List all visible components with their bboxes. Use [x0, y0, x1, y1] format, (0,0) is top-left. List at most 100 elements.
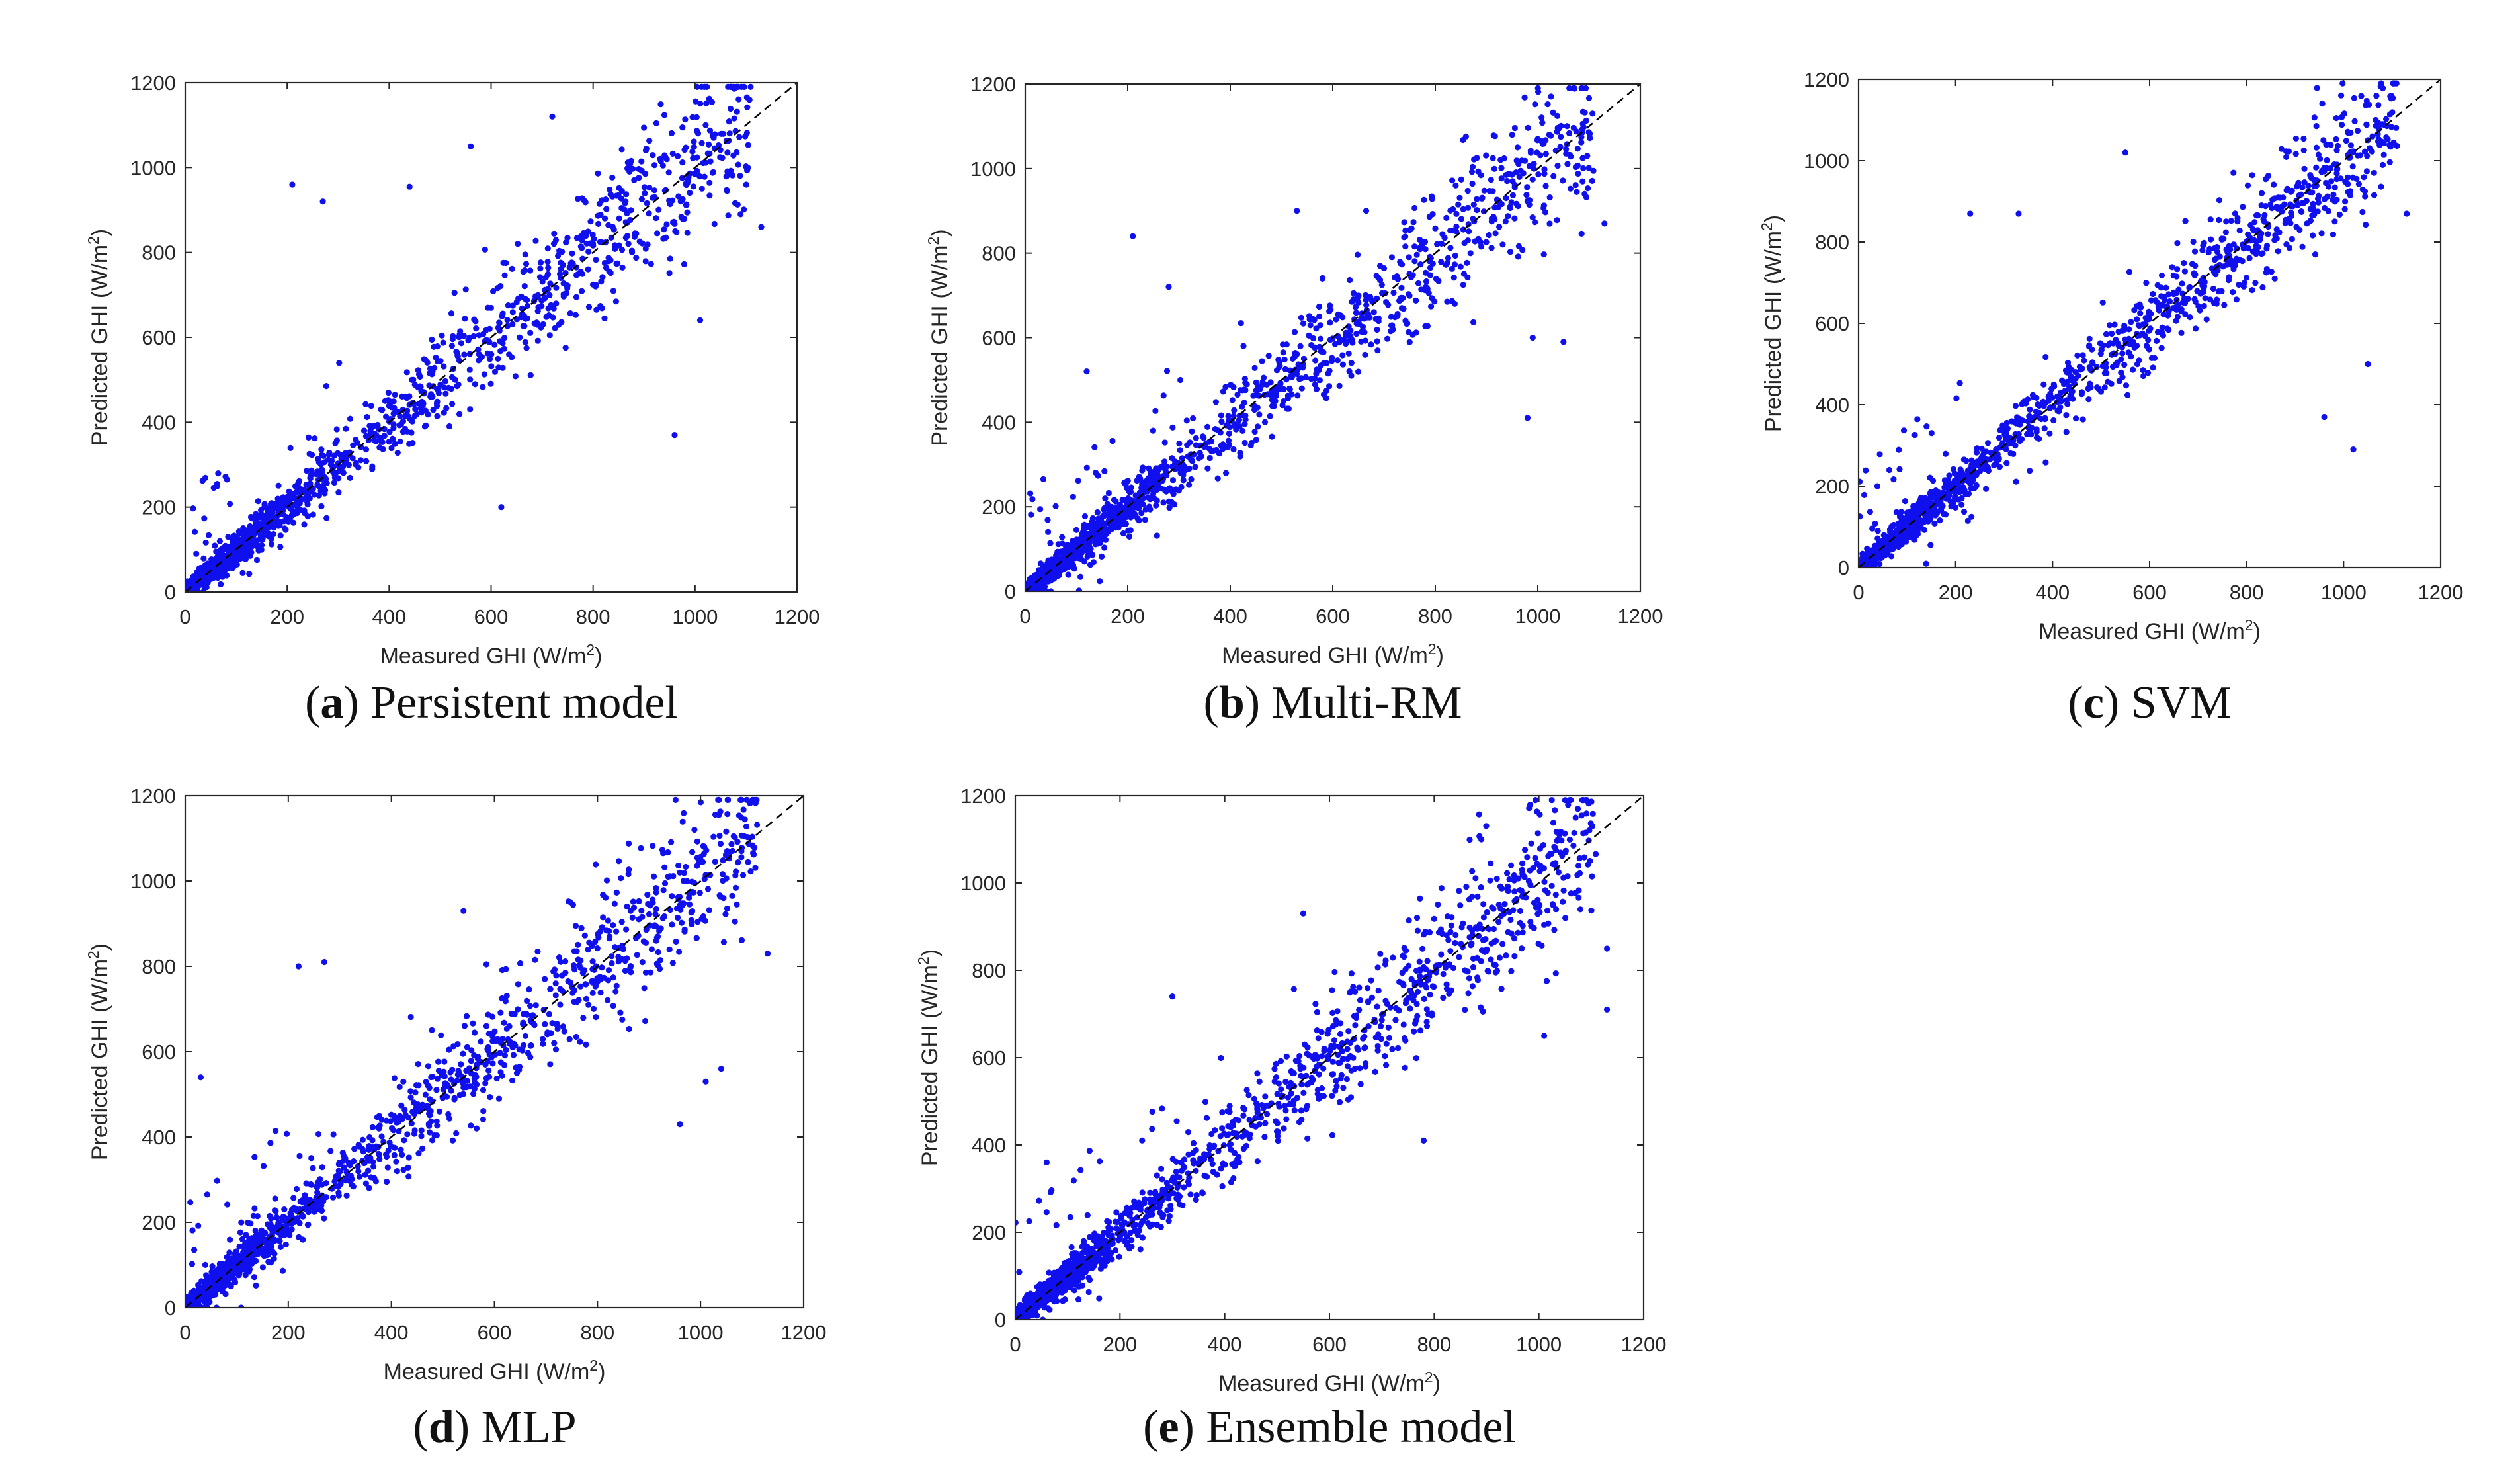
scatter-point [1318, 335, 1324, 342]
scatter-point [494, 285, 501, 292]
scatter-point [1261, 419, 1269, 425]
scatter-point [1062, 558, 1068, 566]
scatter-point [1942, 450, 1949, 457]
scatter-point [2165, 327, 2172, 333]
scatter-point [2390, 80, 2397, 87]
scatter-point [2259, 250, 2266, 257]
scatter-point [400, 1078, 407, 1085]
scatter-point [1197, 450, 1203, 456]
scatter-point [1189, 458, 1196, 464]
scatter-point [1513, 169, 1519, 176]
scatter-point-outlier [1294, 208, 1300, 214]
scatter-point [2361, 174, 2367, 181]
scatter-point [675, 862, 682, 869]
scatter-point [653, 120, 659, 126]
scatter-point [672, 228, 679, 235]
scatter-point [1513, 200, 1520, 207]
scatter-point [2307, 218, 2314, 224]
scatter-point [1475, 235, 1482, 242]
y-tick-label: 600 [142, 326, 176, 349]
scatter-point [1302, 374, 1309, 381]
scatter-point [2283, 216, 2289, 223]
scatter-point [587, 218, 594, 225]
scatter-point [2181, 295, 2188, 302]
scatter-point [679, 159, 686, 166]
scatter-point [661, 864, 668, 870]
scatter-point [1453, 223, 1460, 230]
scatter-point [691, 171, 698, 177]
scatter-point [1491, 165, 1497, 172]
scatter-point [189, 1227, 196, 1234]
scatter-point [1935, 499, 1941, 506]
scatter-point [255, 498, 261, 505]
scatter-point [539, 278, 546, 285]
scatter-point [2288, 203, 2294, 210]
scatter-point [665, 169, 672, 176]
scatter-point [2110, 340, 2117, 347]
scatter-point [1434, 241, 1441, 247]
scatter-point [527, 372, 534, 378]
scatter-point [472, 381, 479, 388]
scatter-point [429, 1137, 436, 1144]
scatter-point [2273, 204, 2280, 210]
scatter-point [289, 491, 296, 497]
scatter-point [1384, 335, 1391, 342]
scatter-point [1388, 322, 1395, 329]
scatter-point [1284, 392, 1291, 399]
scatter-point [2078, 366, 2084, 373]
scatter-point-outlier [406, 183, 413, 190]
scatter-point [277, 532, 284, 539]
scatter-points [1025, 85, 1608, 591]
scatter-point [2275, 248, 2281, 255]
scatter-point [1350, 290, 1357, 296]
scatter-point [1256, 411, 1263, 418]
scatter-point [732, 200, 739, 206]
scatter-point [566, 264, 573, 271]
scatter-point [434, 358, 441, 365]
x-axis-label-close: ) [1437, 643, 1444, 668]
scatter-point [1089, 518, 1095, 525]
scatter-point [2079, 352, 2086, 359]
scatter-point [1449, 177, 1456, 184]
scatter-point [1933, 487, 1939, 494]
scatter-point [579, 288, 585, 294]
scatter-point [603, 927, 610, 934]
scatter-point [1397, 260, 1404, 267]
scatter-point [2342, 198, 2349, 205]
scatter-point [1456, 194, 1463, 201]
scatter-point [1468, 169, 1476, 175]
scatter-point [689, 148, 696, 155]
scatter-point [454, 349, 461, 356]
scatter-point [2324, 157, 2330, 163]
scatter-point [1578, 230, 1585, 237]
scatter-point [515, 241, 521, 247]
scatter-point [331, 480, 337, 486]
scatter-point [707, 158, 714, 165]
scatter-point [1348, 360, 1355, 366]
scatter-point [2124, 392, 2131, 398]
scatter-point [214, 1177, 220, 1184]
scatter-point [325, 451, 332, 458]
scatter-point [1229, 397, 1236, 403]
scatter-point [600, 914, 607, 921]
scatter-point [2048, 386, 2055, 392]
scatter-point [2064, 359, 2072, 366]
scatter-point [1503, 171, 1509, 178]
scatter-point [1908, 534, 1914, 540]
scatter-point [1401, 234, 1407, 241]
scatter-point [314, 468, 321, 475]
scatter-point [2312, 251, 2319, 258]
scatter-point [1404, 320, 1411, 327]
scatter-point [468, 1047, 475, 1054]
scatter-point [2246, 255, 2253, 261]
scatter-point [1525, 124, 1531, 131]
scatter-point [345, 462, 353, 468]
scatter-point [1452, 182, 1459, 189]
scatter-point [2094, 384, 2101, 391]
scatter-point [1048, 588, 1054, 591]
scatter-point [2103, 331, 2110, 337]
scatter-point [2134, 342, 2140, 349]
scatter-point [734, 149, 740, 155]
y-tick-label: 1200 [970, 73, 1016, 96]
scatter-point [1375, 317, 1382, 325]
